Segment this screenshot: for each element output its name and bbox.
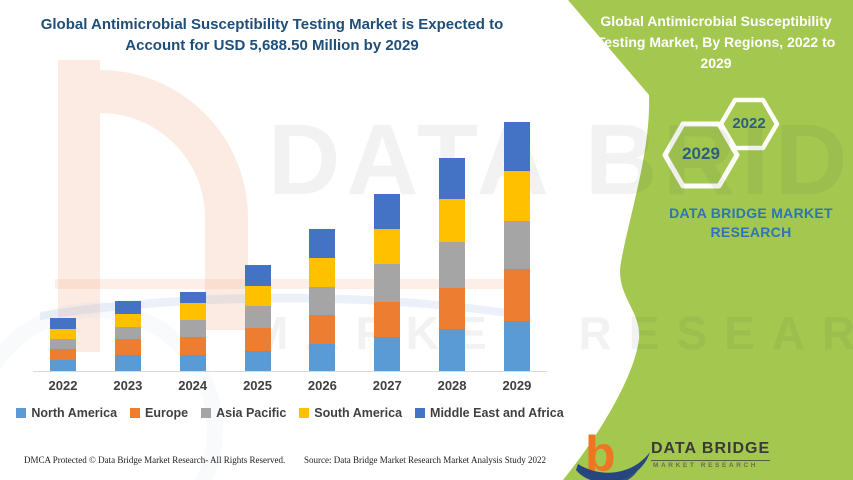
stacked-bar-2022 (50, 318, 76, 371)
bar-segment (309, 344, 336, 371)
panel-brand-text: DATA BRIDGE MARKET RESEARCH (669, 205, 833, 240)
bar-segment (244, 328, 271, 352)
bar-segment (50, 329, 76, 340)
footer-dmca-text: DMCA Protected © Data Bridge Market Rese… (24, 455, 286, 465)
stacked-bar-2025 (244, 265, 271, 371)
x-axis-label: 2027 (372, 378, 402, 393)
logo-subtitle-text: MARKET RESEARCH (653, 462, 759, 469)
logo-mark-icon: b (576, 426, 650, 480)
x-axis-label: 2028 (437, 378, 467, 393)
legend-swatch-icon (130, 408, 141, 418)
bar-segment (374, 336, 401, 371)
bar-segment (439, 287, 466, 330)
watermark-text-line1: DATA BRIDGE (268, 104, 853, 216)
legend-item: Middle East and Africa (415, 406, 564, 420)
bar-segment (50, 360, 76, 371)
legend-item: North America (16, 406, 117, 420)
x-axis-label: 2024 (178, 378, 208, 393)
x-axis-label: 2022 (48, 378, 78, 393)
bar-segment (114, 339, 141, 356)
green-panel-shape (563, 0, 853, 480)
hexagon-2029-icon (662, 121, 740, 189)
bar-segment (309, 257, 336, 287)
legend-swatch-icon (16, 408, 27, 418)
bar-segment (439, 329, 466, 371)
hexagon-2029-label: 2029 (682, 144, 720, 163)
bar-segment (503, 269, 530, 322)
bar-segment (50, 349, 76, 361)
bar-segment (114, 301, 141, 315)
stacked-bar-2023 (114, 301, 141, 371)
legend-label: Europe (145, 406, 189, 420)
bar-segment (244, 265, 271, 287)
bar-segment (114, 314, 141, 328)
bar-segment (503, 321, 530, 371)
bar-segment (374, 193, 401, 230)
x-axis-label: 2029 (502, 378, 532, 393)
bar-segment (374, 263, 401, 303)
legend-item: Asia Pacific (201, 406, 286, 420)
stacked-bar-2027 (374, 193, 401, 371)
bar-segment (374, 229, 401, 264)
bar-segment (114, 327, 141, 340)
x-axis-label: 2025 (243, 378, 272, 393)
legend-label: Asia Pacific (216, 406, 287, 420)
bar-segment (309, 286, 336, 316)
bar-chart-plot (33, 120, 547, 372)
bar-segment (179, 319, 206, 338)
legend-item: Europe (130, 406, 188, 420)
stacked-bar-2026 (309, 228, 336, 371)
bar-segment (439, 158, 466, 200)
legend-label: South America (314, 406, 403, 420)
bar-segment (309, 315, 336, 345)
logo-name-text: DATA BRIDGE (651, 440, 771, 461)
chart-legend: North America Europe Asia Pacific South Ame… (16, 406, 564, 420)
bar-segment (50, 318, 76, 329)
bar-segment (179, 355, 206, 371)
bar-segment (50, 339, 76, 350)
bar-segment (374, 302, 401, 337)
bar-segment (179, 337, 206, 356)
bar-segment (439, 199, 466, 243)
bar-segment (503, 122, 530, 171)
hexagon-2022-label: 2022 (732, 115, 766, 132)
legend-swatch-icon (415, 408, 426, 418)
bar-segment (244, 306, 271, 329)
legend-label: Middle East and Africa (430, 406, 564, 420)
bar-segment (179, 302, 206, 320)
bar-segment (309, 228, 336, 258)
legend-swatch-icon (299, 408, 310, 418)
footer-source-text: Source: Data Bridge Market Research Mark… (304, 455, 546, 465)
bar-segment (114, 355, 141, 371)
bar-segment (244, 351, 271, 371)
bar-segment (244, 286, 271, 307)
stacked-bar-2029 (503, 122, 530, 371)
bar-segment (503, 171, 530, 221)
chart-title: Global Antimicrobial Susceptibility Test… (40, 16, 504, 54)
bar-segment (503, 220, 530, 270)
x-axis-label: 2023 (113, 378, 143, 393)
legend-item: South America (299, 406, 402, 420)
x-axis-labels: 2022 2023 2024 2025 2026 2027 2028 2029 (33, 378, 547, 393)
legend-swatch-icon (201, 408, 212, 418)
bar-segment (179, 291, 206, 303)
stacked-bar-2024 (179, 291, 206, 371)
bar-segment (439, 242, 466, 288)
x-axis-label: 2026 (307, 378, 337, 393)
panel-title: Global Antimicrobial Susceptibility Test… (596, 13, 836, 71)
stacked-bar-2028 (439, 158, 466, 371)
watermark-text-line2: MARKET RESEARCH (250, 307, 853, 359)
legend-label: North America (31, 406, 118, 420)
